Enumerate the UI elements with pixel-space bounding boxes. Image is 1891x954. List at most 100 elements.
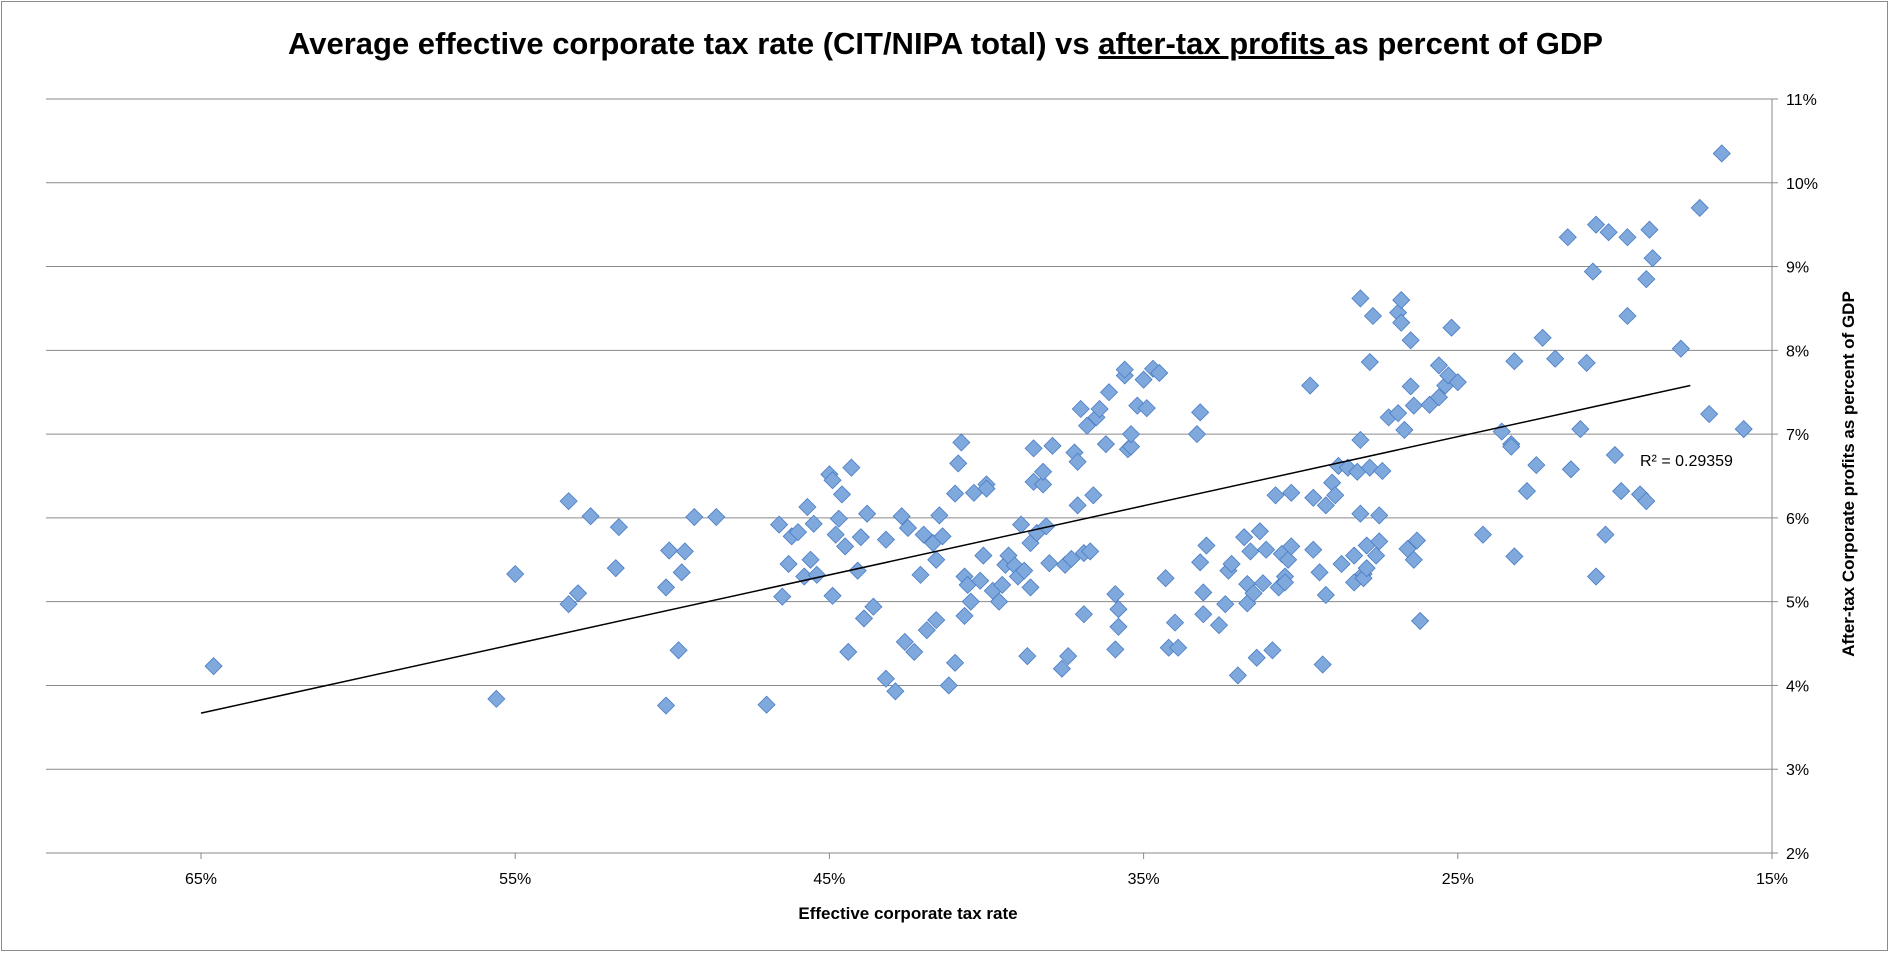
data-point xyxy=(1096,435,1115,454)
data-point xyxy=(1059,647,1078,666)
data-point xyxy=(1015,561,1034,580)
data-point xyxy=(1392,313,1411,332)
data-point xyxy=(1033,475,1053,494)
data-point xyxy=(1395,420,1414,439)
data-point xyxy=(1370,506,1389,525)
data-point xyxy=(1279,550,1298,569)
data-point xyxy=(669,641,688,660)
data-point xyxy=(1011,515,1031,534)
trendline xyxy=(200,384,1691,714)
x-tick-label: 35% xyxy=(1128,871,1160,888)
data-point xyxy=(1612,482,1631,501)
data-point xyxy=(1401,377,1420,396)
data-point xyxy=(1304,540,1323,559)
data-point xyxy=(1326,486,1345,505)
data-point xyxy=(876,530,896,549)
data-point xyxy=(1637,492,1656,511)
data-point xyxy=(971,571,990,590)
data-point xyxy=(930,506,949,525)
data-point xyxy=(1109,600,1128,619)
data-point xyxy=(1561,460,1580,479)
data-point xyxy=(1084,486,1103,505)
data-point xyxy=(707,507,726,527)
data-point xyxy=(1367,546,1386,565)
data-point xyxy=(1392,291,1411,310)
data-point xyxy=(1517,482,1536,501)
data-point xyxy=(1345,546,1364,565)
data-point xyxy=(892,507,911,526)
x-tick-label: 55% xyxy=(499,871,531,888)
data-point xyxy=(1599,223,1618,242)
data-point xyxy=(851,528,870,547)
data-point xyxy=(1370,532,1389,551)
data-point xyxy=(1360,352,1379,372)
data-point xyxy=(1222,554,1241,574)
data-point xyxy=(1404,396,1423,415)
data-point xyxy=(773,587,792,606)
data-point xyxy=(1024,439,1043,458)
data-point xyxy=(1712,144,1731,163)
data-point xyxy=(606,559,625,578)
data-point xyxy=(832,485,852,504)
y-axis-label: After-tax Corporate profits as percent o… xyxy=(1839,291,1858,657)
r-squared-label: R² = 0.29359 xyxy=(1640,453,1733,470)
data-point xyxy=(1018,647,1037,666)
data-point xyxy=(1187,425,1207,444)
data-point xyxy=(1194,605,1213,624)
data-point xyxy=(1404,550,1423,569)
data-point xyxy=(949,454,968,473)
axes xyxy=(46,99,1773,859)
data-point xyxy=(1062,549,1081,569)
data-point xyxy=(1505,547,1524,566)
y-tick-label: 7% xyxy=(1786,427,1809,444)
data-point xyxy=(1216,595,1235,614)
data-point xyxy=(823,586,842,605)
data-point xyxy=(1099,383,1119,402)
data-point xyxy=(854,609,874,628)
data-point xyxy=(933,527,952,546)
data-point xyxy=(656,696,676,715)
y-tick-label: 6% xyxy=(1786,511,1809,528)
data-point xyxy=(1197,536,1216,555)
x-tick-label: 25% xyxy=(1442,871,1474,888)
data-point xyxy=(1558,228,1577,247)
data-point xyxy=(770,515,789,534)
data-point xyxy=(1263,641,1282,660)
data-point xyxy=(1310,563,1329,582)
data-point xyxy=(1021,578,1040,597)
data-point xyxy=(1640,220,1659,239)
data-point xyxy=(1316,496,1335,515)
data-point xyxy=(1618,228,1637,247)
data-point xyxy=(506,564,525,584)
data-point xyxy=(1546,349,1565,368)
data-point xyxy=(864,597,883,616)
data-point xyxy=(204,657,223,676)
x-axis-label: Effective corporate tax rate xyxy=(798,904,1017,923)
y-tick-labels: 2% 3% 4% 5% 6% 7% 8% 9% 10% 11% xyxy=(1786,92,1818,863)
data-point xyxy=(1194,583,1213,602)
data-point xyxy=(1316,585,1335,605)
data-point xyxy=(1137,399,1156,418)
data-point xyxy=(1106,640,1125,659)
x-tick-labels: 65% 55% 45% 35% 25% 15% xyxy=(185,871,1788,888)
chart-title: Average effective corporate tax rate (CI… xyxy=(0,26,1891,62)
data-point xyxy=(1244,584,1263,603)
data-point xyxy=(1253,574,1273,593)
data-point xyxy=(779,554,798,574)
data-point xyxy=(1090,399,1109,419)
data-point xyxy=(914,525,933,544)
data-point xyxy=(1150,363,1169,383)
data-point xyxy=(1301,376,1320,395)
data-point xyxy=(1502,437,1521,456)
data-point xyxy=(952,433,971,452)
data-point xyxy=(1643,249,1662,268)
data-point xyxy=(1583,262,1602,281)
data-point xyxy=(568,584,588,603)
data-point xyxy=(1257,540,1276,559)
data-point xyxy=(1304,488,1323,507)
data-point xyxy=(1533,328,1552,347)
data-point xyxy=(1323,473,1342,492)
data-point xyxy=(1037,517,1056,536)
data-point xyxy=(1429,356,1449,375)
